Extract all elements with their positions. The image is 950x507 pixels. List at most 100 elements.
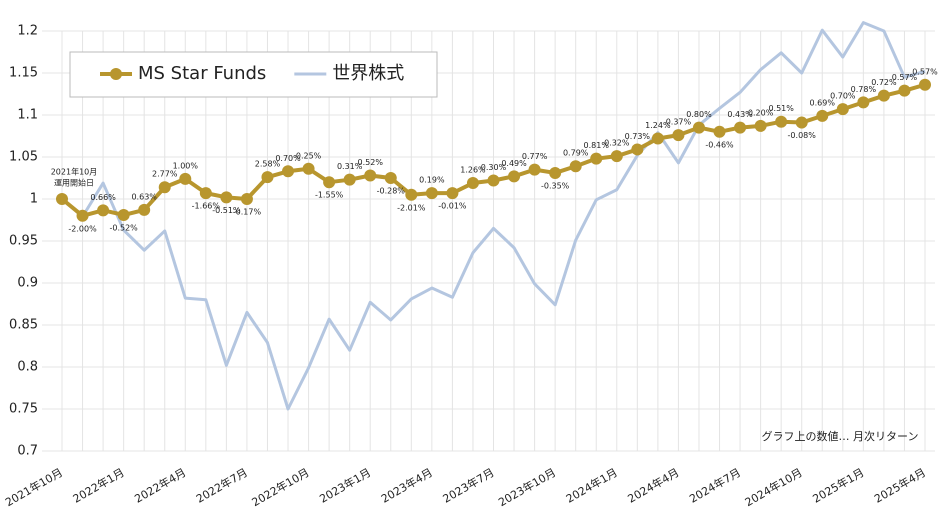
legend-marker <box>110 68 122 80</box>
y-tick-label: 0.75 <box>9 402 38 417</box>
point-label: 2.77% <box>152 170 178 179</box>
y-tick-label: 0.95 <box>9 234 38 249</box>
marker <box>590 152 603 165</box>
point-label: 0.31% <box>337 162 363 171</box>
point-label: -0.52% <box>109 223 138 232</box>
point-label: -2.00% <box>68 224 97 233</box>
point-label: 0.70% <box>275 154 301 163</box>
y-tick-label: 1.1 <box>17 108 38 123</box>
marker <box>857 96 870 109</box>
marker <box>364 169 377 182</box>
marker <box>323 176 336 189</box>
legend-label: 世界株式 <box>332 63 404 84</box>
y-tick-label: 1.15 <box>9 66 38 81</box>
marker <box>405 188 418 201</box>
note: グラフ上の数値… 月次リターン <box>762 429 919 443</box>
marker <box>343 173 356 186</box>
point-label: -1.66% <box>192 202 221 211</box>
point-label: -0.17% <box>233 208 262 217</box>
marker <box>240 193 253 205</box>
point-label: 1.24% <box>645 121 671 130</box>
marker <box>138 203 151 216</box>
point-label: 0.57% <box>892 73 918 82</box>
marker <box>713 125 726 138</box>
point-label: 0.78% <box>851 85 877 94</box>
marker <box>754 119 767 132</box>
point-label: -0.01% <box>438 202 467 211</box>
marker <box>425 187 438 200</box>
point-label: 0.80% <box>686 110 712 119</box>
marker <box>898 84 911 97</box>
point-label: -0.28% <box>377 187 406 196</box>
y-tick-label: 0.9 <box>17 276 38 291</box>
point-label: 0.52% <box>358 158 384 167</box>
marker <box>302 162 315 175</box>
marker <box>734 121 747 134</box>
start-annotation: 2021年10月 <box>51 167 98 177</box>
point-label: 0.70% <box>830 92 856 101</box>
point-label: 0.57% <box>912 67 938 76</box>
point-label: -2.01% <box>397 203 426 212</box>
marker <box>775 115 788 128</box>
marker <box>97 204 110 217</box>
point-label: 2.58% <box>255 160 281 169</box>
marker <box>651 132 664 145</box>
point-label: 1.00% <box>173 161 199 170</box>
y-tick-label: 1.05 <box>9 150 38 165</box>
point-label: 1.26% <box>460 166 486 175</box>
start-annotation: 運用開始日 <box>54 178 94 188</box>
point-label: -0.35% <box>541 181 570 190</box>
marker <box>261 171 274 184</box>
marker <box>816 109 829 122</box>
marker <box>179 172 192 185</box>
marker <box>220 191 233 204</box>
marker <box>487 174 500 187</box>
point-label: 0.25% <box>296 151 322 160</box>
series-line <box>61 21 926 411</box>
y-tick-label: 1 <box>30 192 38 207</box>
marker <box>76 209 89 222</box>
marker <box>549 166 562 179</box>
marker <box>384 172 397 184</box>
marker <box>631 143 644 156</box>
point-label: 0.51% <box>768 104 794 113</box>
y-tick-label: 0.8 <box>17 360 38 375</box>
marker <box>919 78 931 91</box>
point-label: 0.81% <box>584 141 610 150</box>
point-label: -1.55% <box>315 191 344 200</box>
point-label: 0.49% <box>501 159 527 168</box>
point-label: 0.43% <box>727 110 753 119</box>
point-label: -0.51% <box>212 206 241 215</box>
point-label: 0.63% <box>131 192 157 201</box>
point-label: 0.72% <box>871 78 897 87</box>
point-label: 0.20% <box>748 108 774 117</box>
marker <box>508 170 521 183</box>
marker <box>877 89 890 102</box>
point-label: 0.30% <box>481 163 507 172</box>
y-tick-label: 1.2 <box>17 24 38 39</box>
marker <box>282 165 295 178</box>
point-label: 0.32% <box>604 139 630 148</box>
marker <box>610 150 623 163</box>
y-tick-label: 0.85 <box>9 318 38 333</box>
marker <box>836 103 849 116</box>
point-label: 0.73% <box>625 132 651 141</box>
marker <box>672 129 685 142</box>
marker <box>199 187 212 200</box>
point-label: 0.37% <box>666 118 692 127</box>
marker <box>528 163 541 176</box>
marker <box>446 187 459 200</box>
legend-label: MS Star Funds <box>138 63 266 84</box>
marker <box>795 116 808 129</box>
point-label: 0.66% <box>90 193 116 202</box>
point-label: 0.79% <box>563 149 589 158</box>
marker <box>117 208 130 221</box>
y-tick-label: 0.7 <box>17 444 38 459</box>
marker <box>56 193 68 205</box>
marker <box>569 160 582 173</box>
marker <box>466 177 479 190</box>
point-label: -0.08% <box>788 131 817 140</box>
point-label: 0.19% <box>419 176 445 185</box>
point-label: 0.77% <box>522 152 548 161</box>
